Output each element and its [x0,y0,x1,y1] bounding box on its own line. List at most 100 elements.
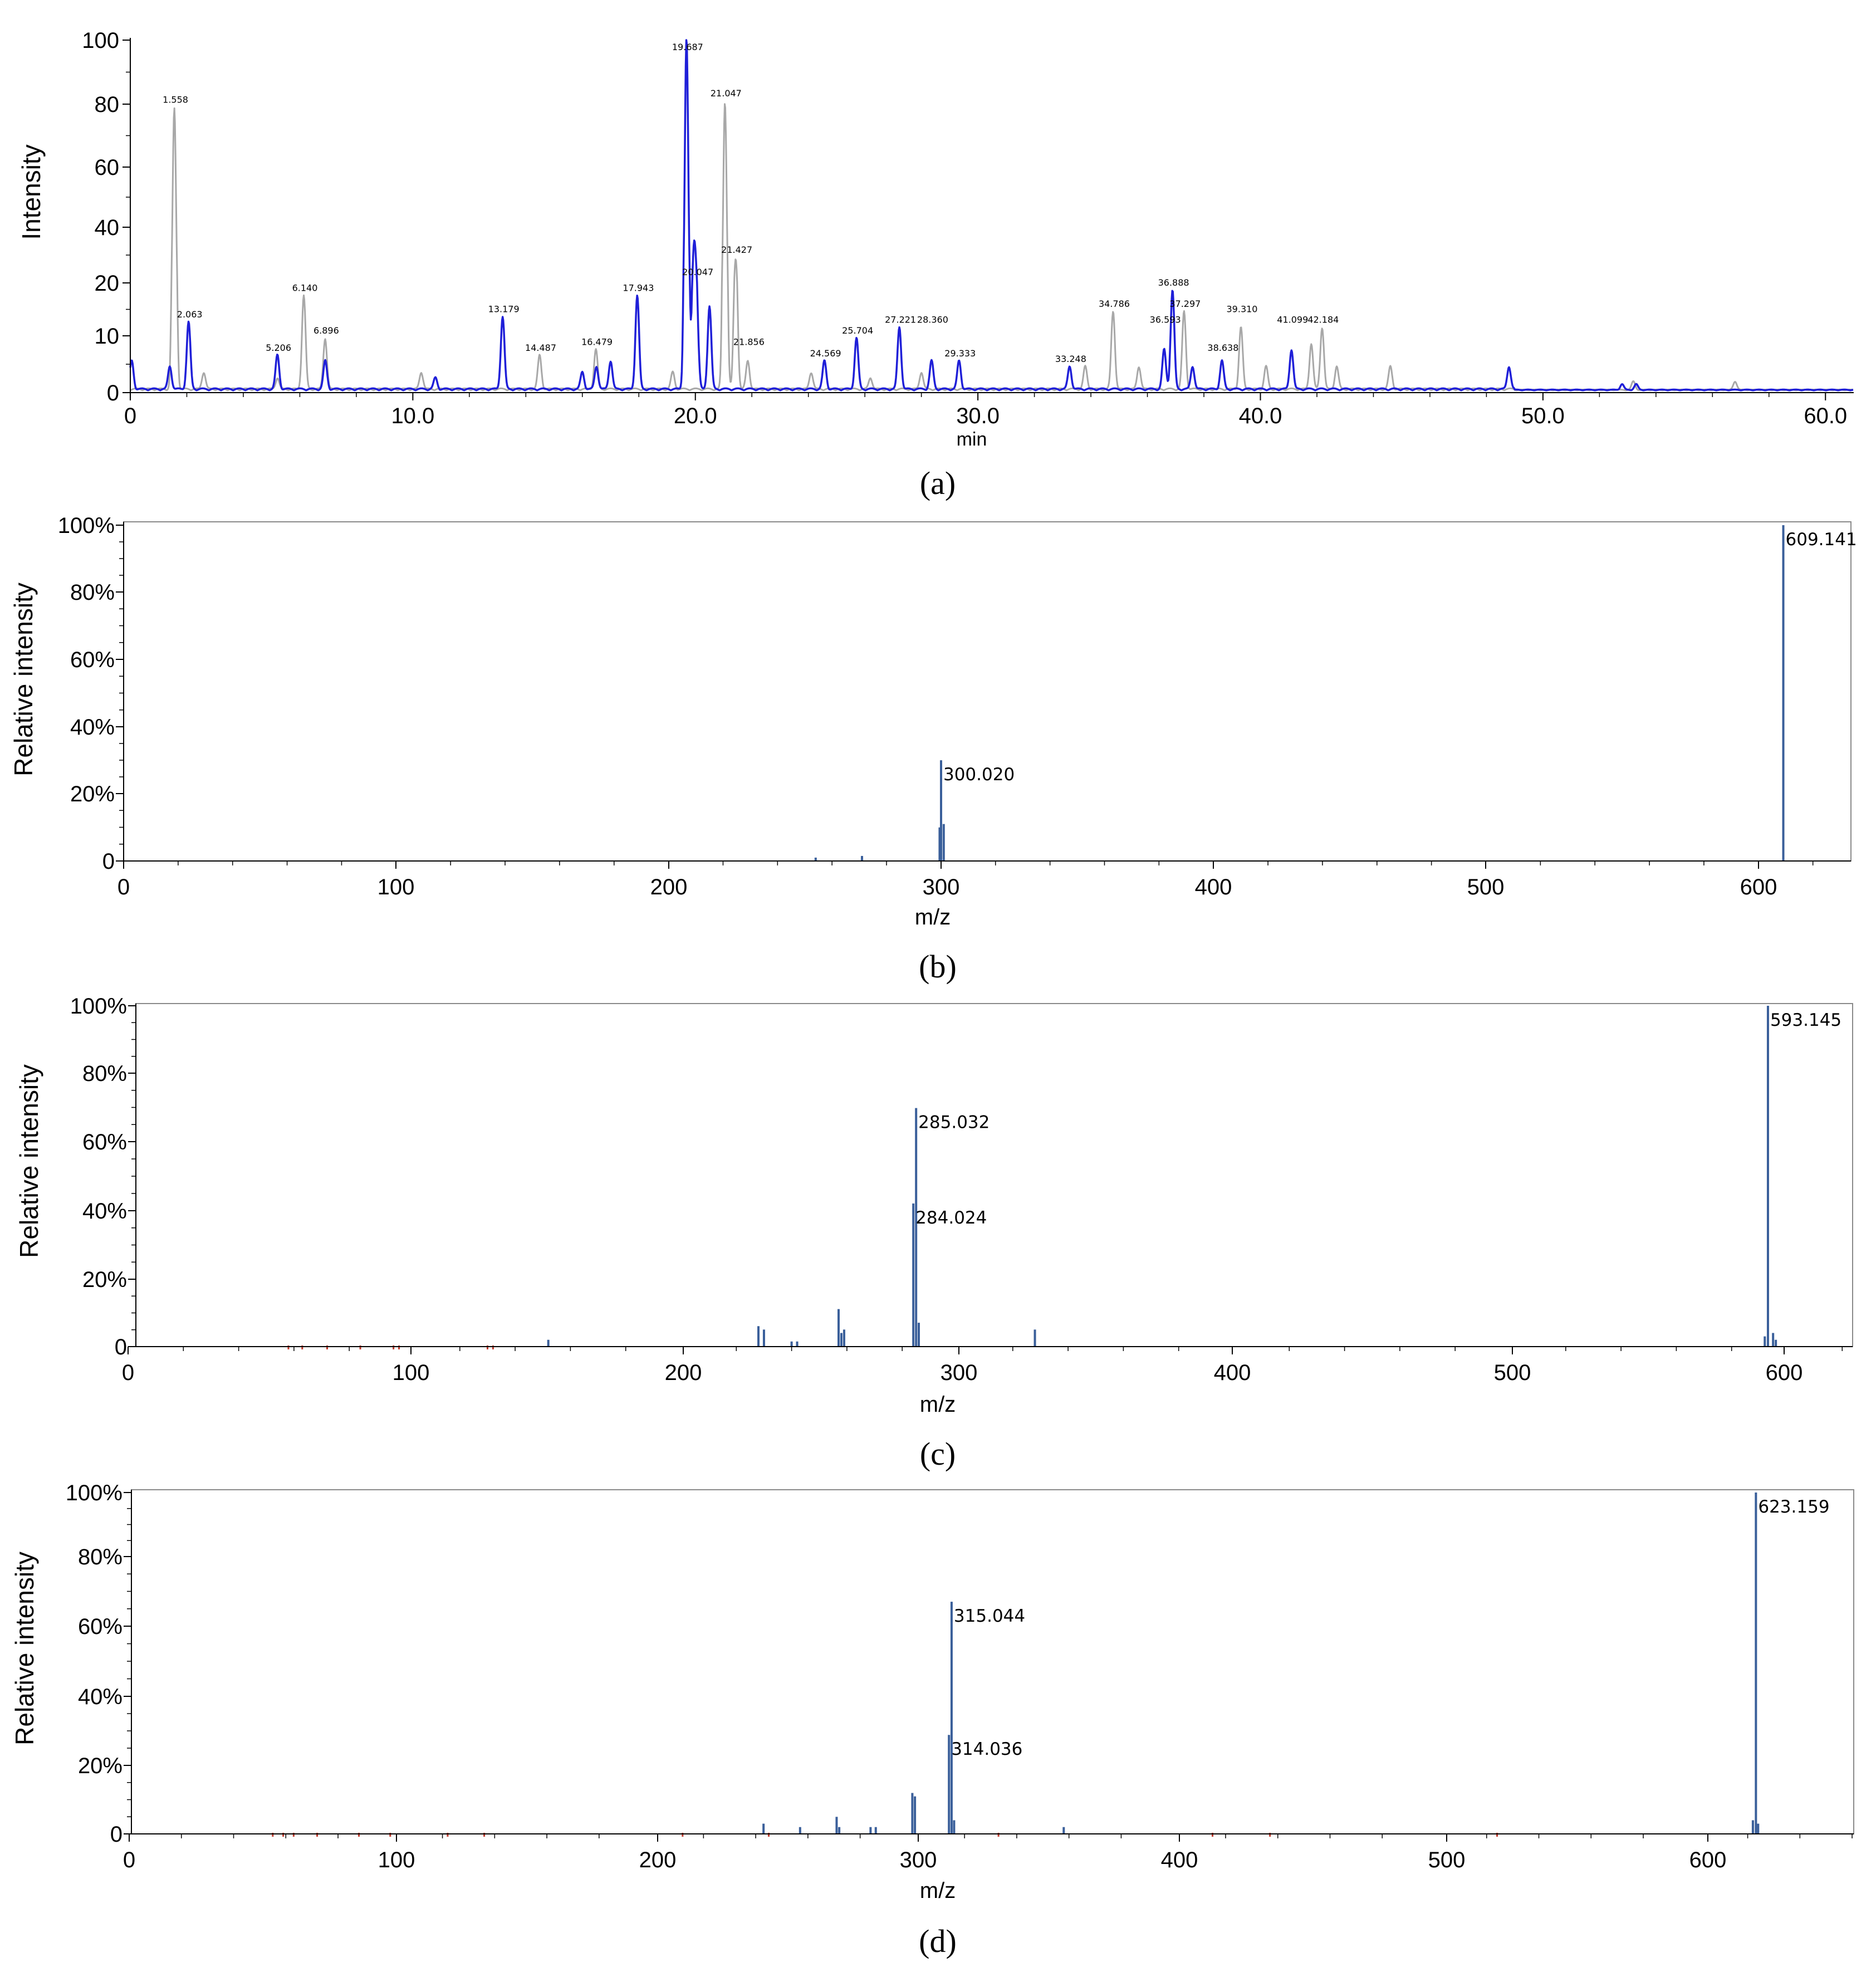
chromatogram-peak-label: 21.427 [721,244,752,255]
spectrum-b-x-ticks: 0 100 200 300 400 500 600 [117,861,1814,899]
spectrum-c-peaks [287,1006,1777,1349]
chromatogram-peak-label: 2.063 [177,309,203,320]
panel-caption-a: (a) [920,465,956,501]
chromatogram-peak-label: 27.221 [885,315,916,325]
spectrum-d-x-ticks: 0 100 200 300 400 500 600 [123,1834,1853,1872]
spectrum-d-x-tick-label: 0 [123,1848,135,1872]
spectrum-frame-b [123,521,1851,862]
chromatogram-y-ticks: 0 10 20 40 60 80 100 [82,28,130,405]
spectrum-b-y-tick-label: 20% [70,782,115,806]
chromatogram-x-tick-label: 50.0 [1521,404,1565,428]
chromatogram-peak-label: 20.047 [682,267,713,277]
chromatogram-peak-label: 21.047 [711,88,742,99]
spectrum-b-peaks [814,525,1785,861]
chromatogram-peak-label: 25.704 [842,325,873,336]
chromatogram-peak-label: 28.360 [917,315,948,325]
spectrum-b-y-tick-label: 40% [70,715,115,740]
spectrum-d-peaks [272,1493,1760,1837]
spectrum-c-y-tick-label: 20% [82,1268,127,1292]
chromatogram-peak-label: 39.310 [1227,304,1258,315]
spectrum-b-x-tick-label: 400 [1195,875,1232,899]
spectrum-panel-b: 0 20% 40% 60% 80% 100% 0 100 200 300 400 500 600 30… [9,513,1857,985]
chromatogram-peak-label: 38.638 [1207,342,1238,353]
spectrum-d-x-tick-label: 300 [900,1848,937,1872]
spectrum-c-peak-labels: 285.032 284.024 593.145 [915,1010,1841,1228]
spectrum-b-x-tick-label: 100 [378,875,415,899]
chromatogram-y-tick-label: 0 [107,381,119,405]
spectrum-d-peak-label: 314.036 [951,1739,1022,1759]
spectrum-c-x-tick-label: 500 [1494,1361,1531,1385]
spectrum-b-x-tick-label: 600 [1740,875,1777,899]
chromatogram-blue-trace [129,39,1854,392]
chromatogram-y-tick-label: 40 [95,216,120,240]
chromatogram-peak-label: 21.856 [733,337,765,348]
chromatogram-peak-label: 5.206 [266,342,291,353]
chromatogram-panel-a: 0 10 20 40 60 80 100 0 10.0 20.0 30.0 40.0 50.0 60.0… [17,28,1854,501]
spectrum-frame-c [135,1003,1853,1347]
chromatogram-y-tick-label: 10 [95,324,120,349]
spectrum-b-x-tick-label: 0 [117,875,130,899]
spectrum-panel-c: 0 20% 40% 60% 80% 100% 0 100 200 300 400 500 600 28… [14,994,1853,1472]
chromatogram-peak-label: 16.479 [581,337,613,348]
chromatogram-peak-label: 36.593 [1150,315,1181,325]
chromatogram-gray-trace [130,103,1854,392]
panel-caption-d: (d) [919,1923,957,1959]
spectrum-d-y-tick-label: 80% [78,1545,123,1569]
spectrum-d-x-tick-label: 400 [1161,1848,1198,1872]
chromatogram-peak-label: 17.943 [623,283,654,293]
spectrum-c-peak-label: 285.032 [918,1113,990,1133]
spectrum-c-x-ticks: 0 100 200 300 400 500 600 [122,1347,1843,1385]
spectrum-b-x-tick-label: 300 [923,875,960,899]
spectrum-b-x-tick-label: 200 [650,875,688,899]
spectrum-c-y-tick-label: 80% [82,1061,127,1086]
spectrum-c-y-tick-label: 0 [115,1335,127,1359]
chromatogram-peak-label: 36.888 [1158,277,1189,288]
chromatogram-x-ticks: 0 10.0 20.0 30.0 40.0 50.0 60.0 [124,393,1847,428]
spectrum-b-x-tick-label: 500 [1467,875,1505,899]
spectrum-c-y-tick-label: 100% [70,994,127,1019]
spectrum-d-y-axis-title: Relative intensity [10,1552,39,1745]
panel-caption-c: (c) [920,1436,956,1472]
panel-caption-b: (b) [919,948,957,985]
spectrum-b-y-axis-title: Relative intensity [9,583,38,776]
spectrum-c-y-tick-label: 60% [82,1130,127,1154]
spectrum-b-peak-labels: 300.020 609.141 [943,530,1857,785]
spectrum-c-peak-label: 284.024 [915,1208,987,1228]
chromatogram-y-tick-label: 100 [82,28,119,53]
chromatogram-peak-label: 1.558 [163,94,188,105]
chromatogram-peak-label: 42.184 [1307,315,1339,325]
spectrum-d-y-tick-label: 100% [66,1481,123,1505]
spectrum-b-y-ticks: 0 20% 40% 60% 80% 100% [58,513,124,874]
chromatogram-peak-label: 41.099 [1277,315,1308,325]
spectrum-d-y-tick-label: 0 [110,1822,123,1847]
chromatogram-frame-a [130,40,1854,393]
chromatogram-peak-label: 14.487 [525,342,556,353]
spectrum-d-peak-label: 623.159 [1758,1497,1829,1517]
chromatogram-peak-labels: 1.558 2.063 5.206 6.140 6.896 13.179 14.487 16.… [163,42,1339,364]
spectrum-panel-d: 0 20% 40% 60% 80% 100% 0 100 200 300 400 500 600 31… [10,1481,1854,1959]
spectrum-d-y-tick-label: 20% [78,1754,123,1778]
chromatogram-y-tick-label: 20 [95,271,120,296]
spectrum-d-peak-labels: 315.044 314.036 623.159 [951,1497,1829,1759]
chromatogram-y-tick-label: 80 [95,92,120,117]
spectrum-frame-d [131,1489,1854,1834]
chromatogram-x-tick-label: 0 [124,404,136,428]
chromatogram-x-tick-label: 20.0 [674,404,717,428]
spectrum-c-peak-label: 593.145 [1770,1010,1841,1030]
chromatogram-peak-label: 24.569 [810,348,841,359]
spectrum-c-x-tick-label: 200 [665,1361,702,1385]
chromatogram-x-tick-label: 10.0 [391,404,434,428]
spectrum-b-y-tick-label: 60% [70,648,115,672]
spectrum-c-x-axis-title: m/z [920,1392,956,1417]
spectrum-c-x-tick-label: 0 [122,1361,134,1385]
spectrum-c-x-tick-label: 300 [941,1361,978,1385]
spectrum-c-x-tick-label: 600 [1766,1361,1803,1385]
spectrum-b-y-tick-label: 100% [58,513,115,538]
chromatogram-x-tick-label: 40.0 [1239,404,1282,428]
spectrum-d-x-tick-label: 600 [1689,1848,1727,1872]
spectrum-b-y-tick-label: 0 [102,849,115,874]
spectrum-b-y-tick-label: 80% [70,580,115,605]
spectrum-d-x-axis-title: m/z [920,1878,956,1903]
spectrum-b-peak-label: 609.141 [1786,530,1857,550]
